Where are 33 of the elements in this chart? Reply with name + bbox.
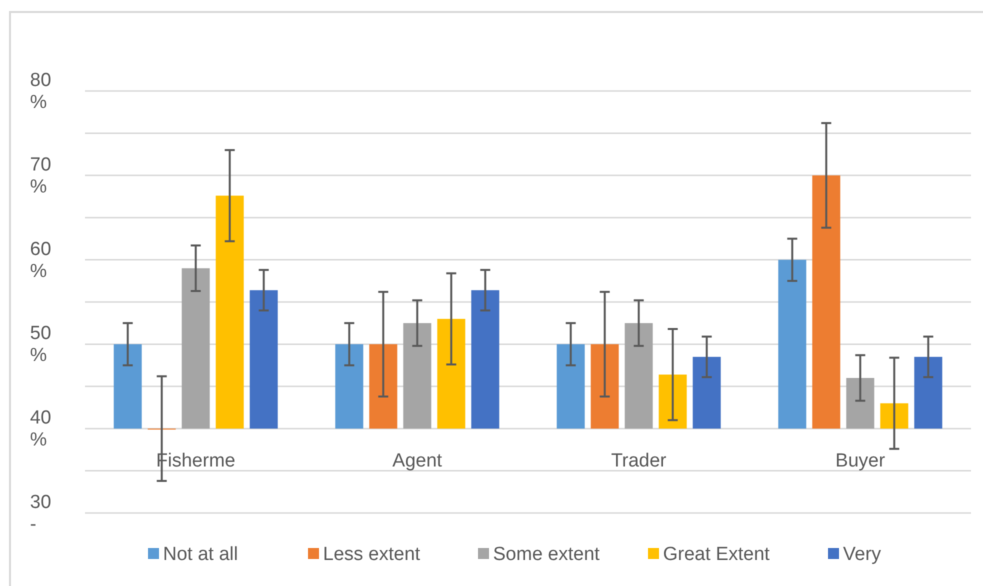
bar: [624, 323, 653, 429]
bar: [114, 344, 142, 429]
x-tick-label: Agent: [392, 450, 443, 472]
legend-label: Very: [843, 544, 882, 565]
bar: [182, 268, 210, 429]
bar: [216, 196, 244, 429]
y-tick-label: 40 %: [30, 408, 52, 451]
bar: [369, 344, 398, 429]
bar: [778, 260, 806, 429]
legend-label: Great Extent: [663, 544, 770, 565]
y-tick-label: 80 %: [30, 70, 52, 113]
y-tick-label: 50 %: [30, 323, 52, 366]
bar: [556, 344, 585, 429]
y-tick-label: 30 -: [30, 492, 52, 535]
legend-label: Less extent: [323, 544, 421, 565]
legend-label: Not at all: [163, 544, 238, 565]
bar: [692, 356, 721, 429]
y-tick-label: 60 %: [30, 238, 52, 282]
bar: [250, 290, 278, 429]
legend-label: Some extent: [493, 544, 600, 565]
x-tick-label: Trader: [611, 450, 668, 472]
bar: [880, 403, 908, 429]
bar: [658, 374, 687, 429]
bar: [335, 344, 364, 429]
bar: [812, 175, 840, 429]
bar: [590, 344, 619, 429]
y-tick-label: 70 %: [30, 154, 52, 198]
bar: [437, 318, 466, 429]
bar: [471, 290, 500, 429]
bar: [846, 378, 874, 429]
x-tick-label: Buyer: [835, 450, 886, 472]
bar: [403, 323, 432, 429]
bar: [914, 356, 942, 429]
